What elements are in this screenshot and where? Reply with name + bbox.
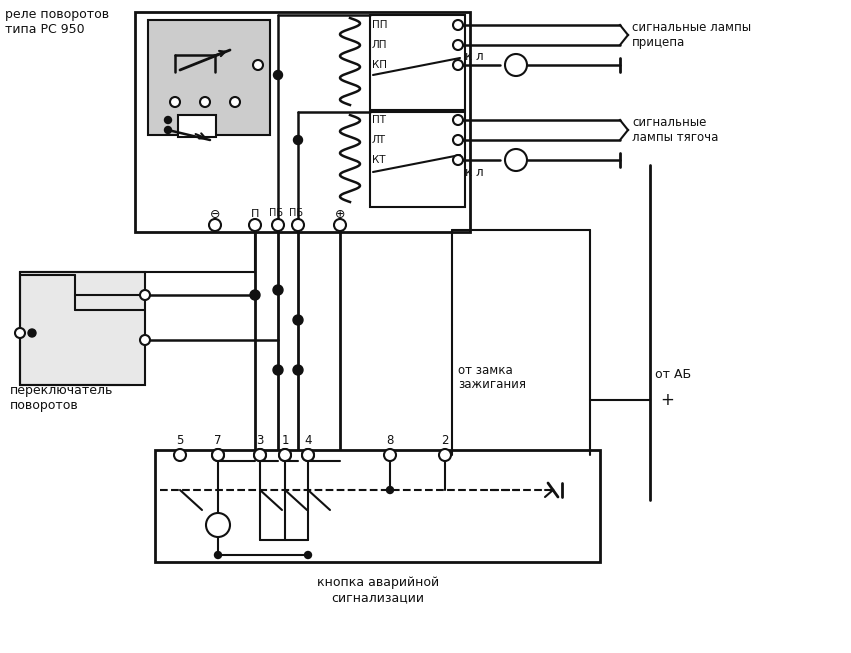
Text: ⊖: ⊖ xyxy=(209,208,220,221)
Circle shape xyxy=(453,135,463,145)
Text: от замка: от замка xyxy=(458,364,513,377)
Circle shape xyxy=(164,116,172,123)
Circle shape xyxy=(273,285,283,295)
Circle shape xyxy=(15,328,25,338)
Circle shape xyxy=(305,552,311,558)
Circle shape xyxy=(272,219,284,231)
Circle shape xyxy=(293,365,303,375)
Text: зажигания: зажигания xyxy=(458,379,526,392)
Bar xyxy=(135,12,470,232)
Circle shape xyxy=(253,60,263,70)
Text: переключатель
поворотов: переключатель поворотов xyxy=(10,384,113,412)
Circle shape xyxy=(292,219,304,231)
Text: 8: 8 xyxy=(386,434,394,447)
Circle shape xyxy=(140,335,150,345)
Circle shape xyxy=(453,115,463,125)
Circle shape xyxy=(273,365,283,375)
Text: 4: 4 xyxy=(305,434,311,447)
Circle shape xyxy=(170,97,180,107)
Text: КП: КП xyxy=(372,60,387,70)
Circle shape xyxy=(214,552,221,558)
Text: к л: к л xyxy=(465,50,483,63)
Circle shape xyxy=(453,20,463,30)
Text: сигнальные
лампы тягоча: сигнальные лампы тягоча xyxy=(632,116,718,144)
Text: реле поворотов
типа РС 950: реле поворотов типа РС 950 xyxy=(5,8,109,36)
Text: 5: 5 xyxy=(176,434,184,447)
Bar xyxy=(370,112,465,207)
Text: 3: 3 xyxy=(256,434,264,447)
Circle shape xyxy=(254,449,266,461)
Text: ЛТ: ЛТ xyxy=(372,135,386,145)
Text: +: + xyxy=(660,391,674,409)
Text: ⊕: ⊕ xyxy=(334,208,346,221)
Text: 1: 1 xyxy=(281,434,288,447)
Circle shape xyxy=(28,329,36,337)
Circle shape xyxy=(254,449,266,461)
Text: от АБ: от АБ xyxy=(655,368,691,381)
Circle shape xyxy=(453,40,463,50)
Circle shape xyxy=(212,449,224,461)
Circle shape xyxy=(209,219,221,231)
Text: 7: 7 xyxy=(214,434,222,447)
Circle shape xyxy=(302,449,314,461)
Circle shape xyxy=(505,54,527,76)
Circle shape xyxy=(439,449,451,461)
Circle shape xyxy=(279,449,291,461)
Bar xyxy=(148,20,270,135)
Circle shape xyxy=(294,136,302,144)
Circle shape xyxy=(164,127,172,133)
Text: кнопка аварийной
сигнализации: кнопка аварийной сигнализации xyxy=(317,576,439,604)
Text: 2: 2 xyxy=(442,434,448,447)
Circle shape xyxy=(273,71,283,80)
Bar xyxy=(178,115,216,137)
Text: ПТ: ПТ xyxy=(372,115,386,125)
Circle shape xyxy=(386,486,393,494)
Text: ПБ: ПБ xyxy=(289,208,303,218)
Circle shape xyxy=(453,155,463,165)
Bar xyxy=(155,450,600,562)
Circle shape xyxy=(250,290,260,300)
Text: КТ: КТ xyxy=(372,155,386,165)
Circle shape xyxy=(174,449,186,461)
Circle shape xyxy=(140,290,150,300)
Circle shape xyxy=(453,60,463,70)
Text: ПБ: ПБ xyxy=(269,208,283,218)
Circle shape xyxy=(230,97,240,107)
Bar xyxy=(370,15,465,110)
Circle shape xyxy=(505,149,527,171)
Circle shape xyxy=(302,449,314,461)
Circle shape xyxy=(206,513,230,537)
Circle shape xyxy=(200,97,210,107)
Circle shape xyxy=(249,219,261,231)
Text: сигнальные лампы
прицепа: сигнальные лампы прицепа xyxy=(632,21,751,49)
Circle shape xyxy=(279,449,291,461)
Circle shape xyxy=(384,449,396,461)
Text: ЛП: ЛП xyxy=(372,40,387,50)
Bar xyxy=(20,272,145,385)
Circle shape xyxy=(212,449,224,461)
Text: ПП: ПП xyxy=(372,20,387,30)
Text: П: П xyxy=(251,209,260,219)
Circle shape xyxy=(293,315,303,325)
Text: к л: к л xyxy=(465,165,483,178)
Circle shape xyxy=(334,219,346,231)
